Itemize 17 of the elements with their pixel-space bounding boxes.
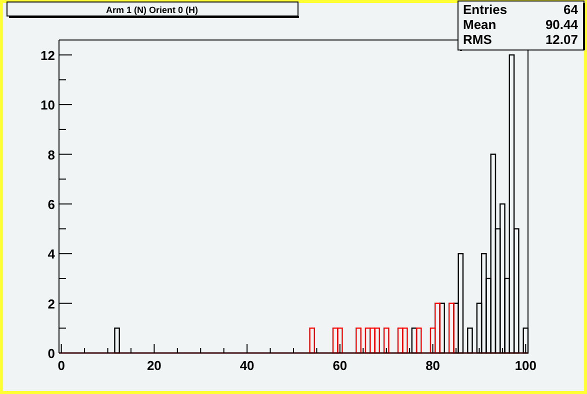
x-tick-label: 60 [332, 358, 348, 373]
x-tick-label: 100 [514, 358, 537, 373]
x-tick-label: 20 [146, 358, 162, 373]
y-tick-label: 2 [48, 296, 55, 312]
y-tick-label: 8 [48, 147, 55, 162]
y-tick-label: 12 [40, 48, 55, 63]
y-tick-label: 4 [48, 246, 56, 262]
x-tick-label: 0 [58, 358, 65, 373]
chart-title: Arm 1 (N) Orient 0 (H) [106, 5, 198, 15]
text: Entries 64 [463, 2, 578, 17]
x-tick-label: 40 [240, 358, 254, 373]
y-tick-label: 6 [48, 196, 55, 212]
y-tick-label: 0 [48, 346, 55, 361]
text: Mean 90.44 [463, 17, 578, 32]
y-tick-label: 10 [40, 98, 55, 113]
x-tick-label: 80 [426, 358, 440, 373]
text: RMS 12.07 [463, 32, 578, 47]
